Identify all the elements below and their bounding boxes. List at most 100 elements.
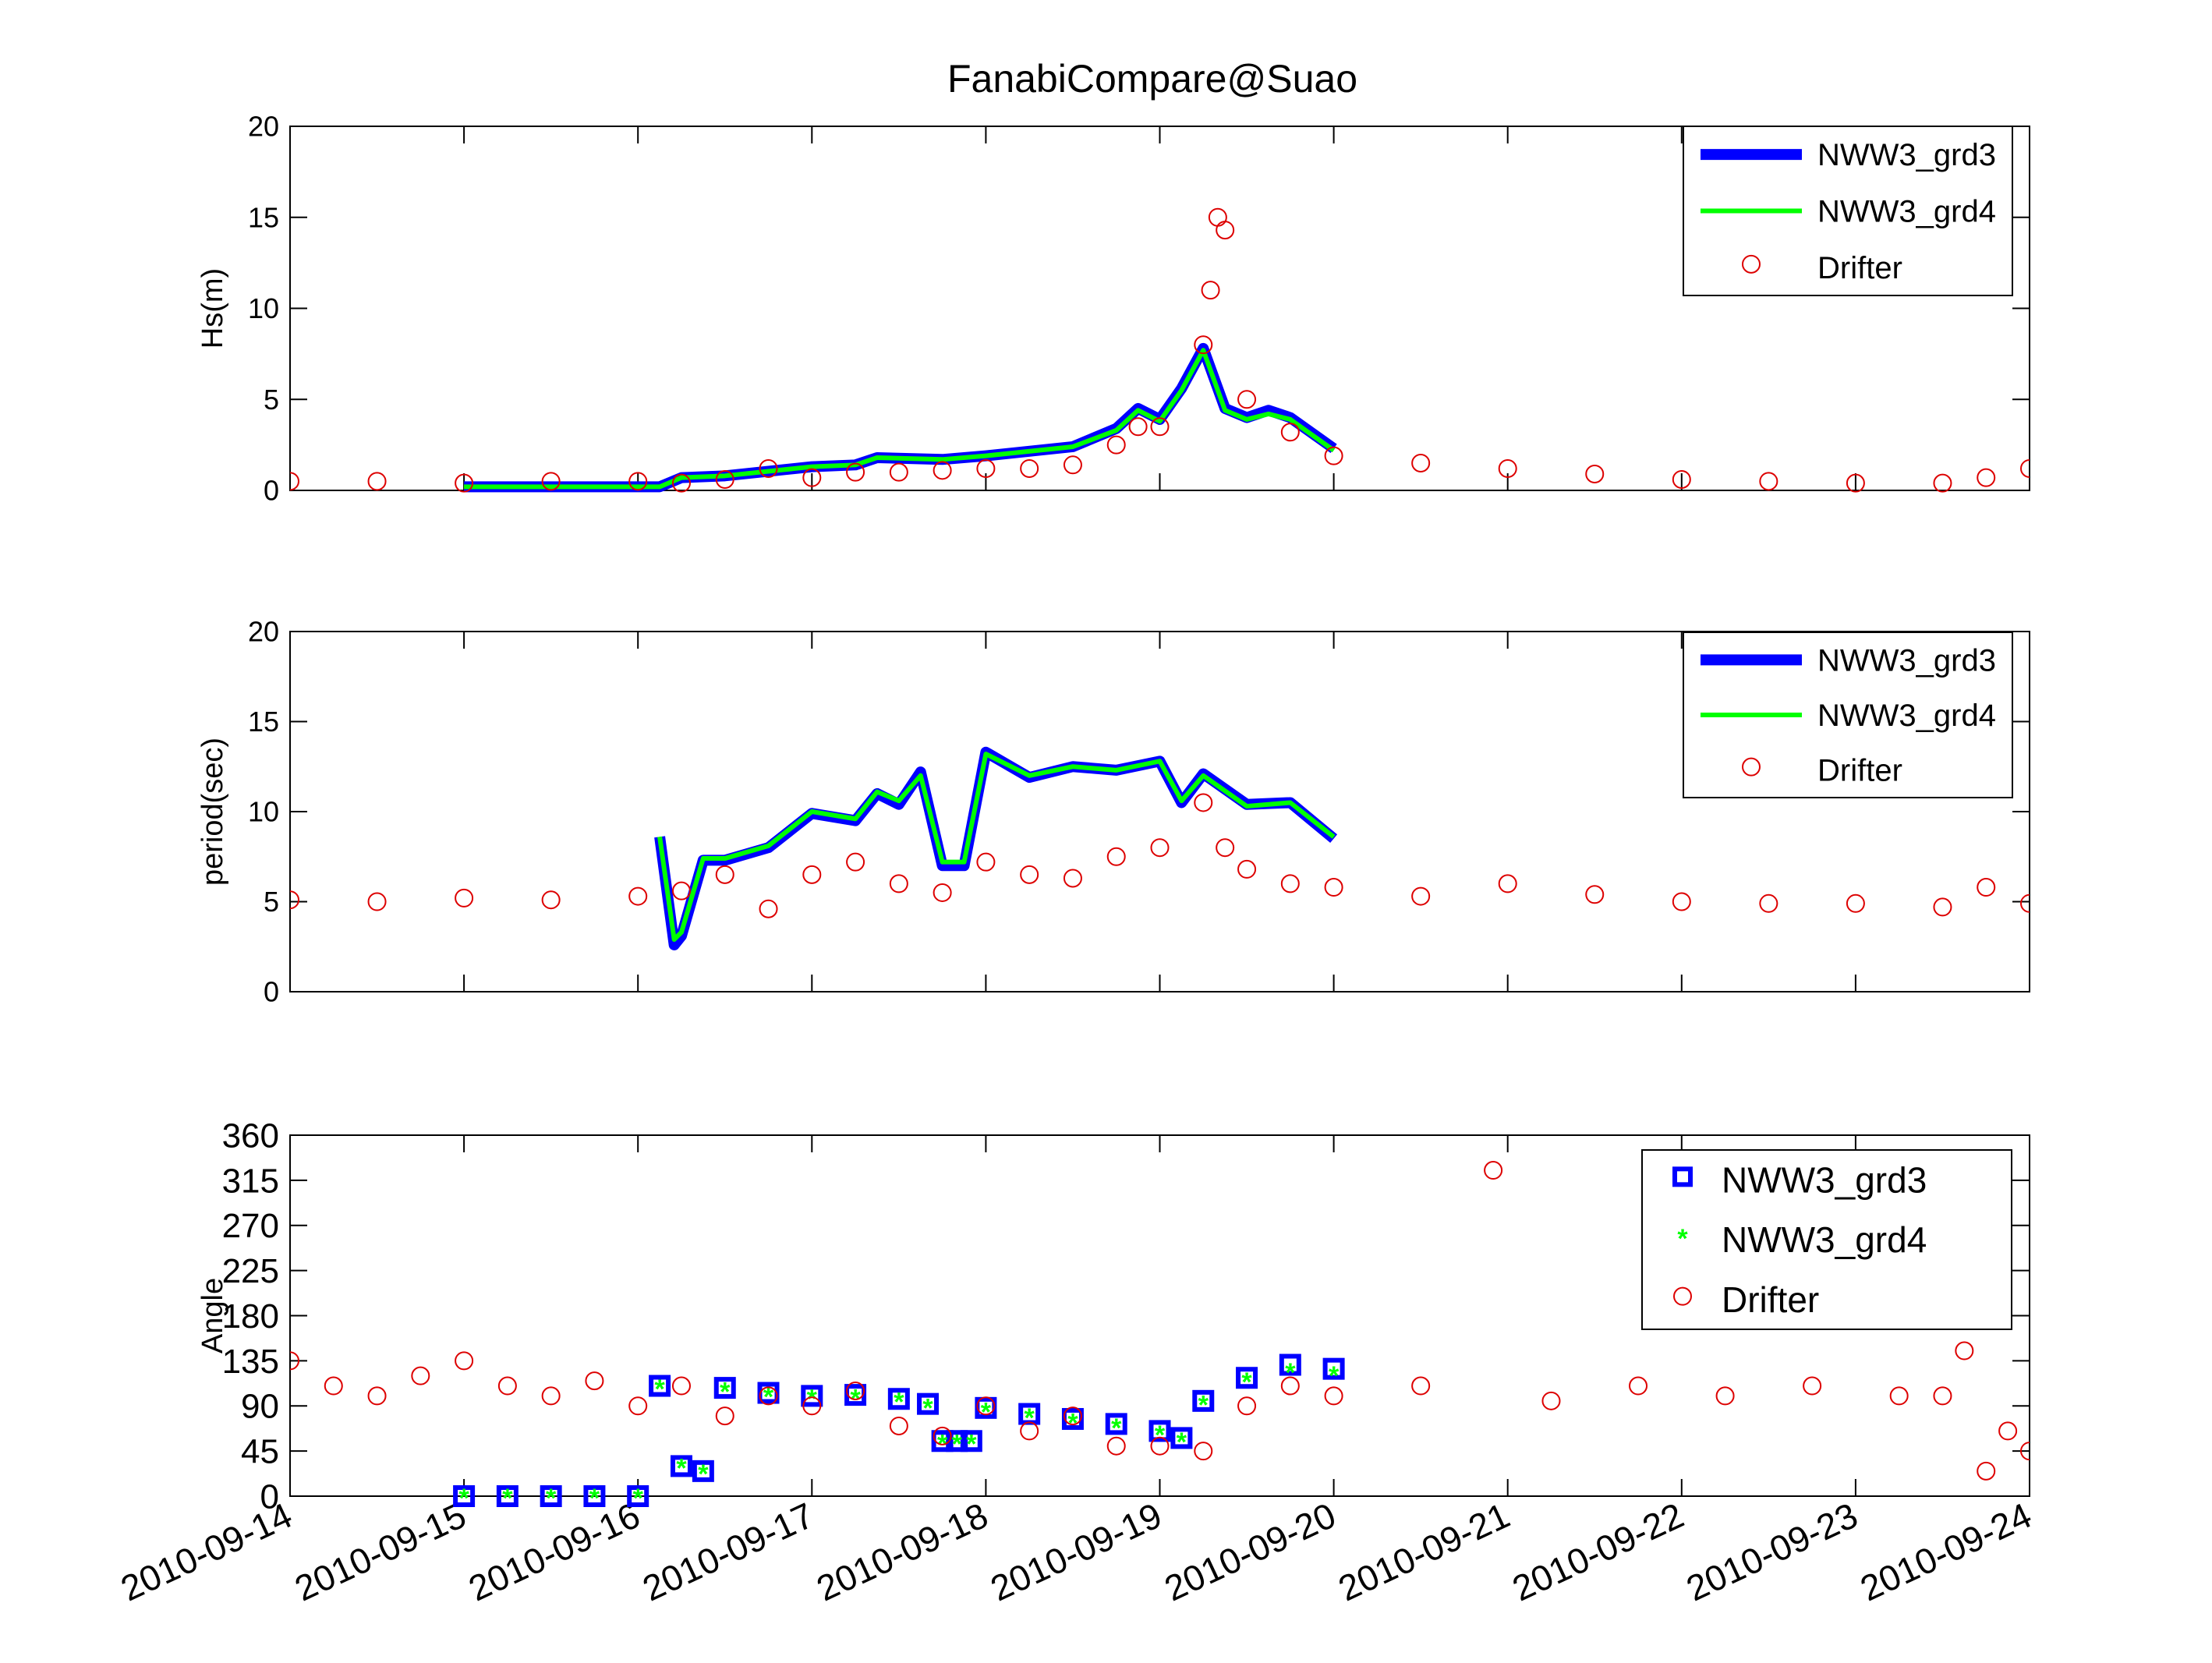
drifter-point	[1411, 453, 1431, 472]
drifter-point	[541, 1386, 561, 1406]
drifter-point	[1280, 874, 1300, 893]
drifter-point	[411, 1366, 430, 1385]
y-tick-label: 360	[222, 1116, 279, 1155]
legend-label: NWW3_grd4	[1817, 699, 1996, 733]
y-axis-label: Angle	[196, 1278, 229, 1353]
series-group	[290, 746, 2030, 950]
series-line-NWW3_grd4	[657, 752, 1336, 943]
drifter-point	[976, 852, 996, 872]
panel-1: 0 5 10 15 20 Hs(m) NWW3_grd3 NWW3_grd4 Drifter	[196, 111, 2030, 507]
drifter-point	[1484, 1161, 1503, 1180]
drifter-point	[1216, 838, 1235, 858]
drifter-point	[2020, 893, 2030, 913]
drifter-point	[1933, 473, 1952, 493]
grd4-point: *	[966, 1430, 977, 1460]
y-tick-label: 0	[260, 1477, 279, 1516]
drifter-point	[802, 1396, 822, 1416]
drifter-point	[1201, 281, 1220, 300]
drifter-point	[324, 1376, 343, 1396]
grd3-point	[887, 1388, 910, 1410]
drifter-point	[1128, 417, 1148, 437]
drifter-point	[2020, 458, 2030, 478]
legend-label: NWW3_grd4	[1722, 1219, 1927, 1260]
drifter-point	[1846, 893, 1865, 913]
y-tick-label: 5	[264, 384, 279, 416]
drifter-point	[889, 462, 908, 482]
figure-title: FanabiCompare@Suao	[947, 57, 1357, 101]
grd4-point: *	[922, 1393, 933, 1423]
drifter-point	[1585, 464, 1605, 483]
drifter-point	[1194, 1442, 1213, 1461]
drifter-point	[715, 865, 734, 884]
grd3-point	[1236, 1367, 1258, 1389]
grd3-point	[1148, 1420, 1171, 1442]
drifter-point	[1846, 473, 1865, 493]
drifter-point	[585, 1371, 604, 1391]
grd4-point: *	[1025, 1403, 1035, 1433]
drifter-point	[455, 473, 474, 493]
y-tick-label: 10	[248, 292, 279, 324]
grd3-point	[1170, 1427, 1193, 1449]
grd4-point: *	[1241, 1368, 1252, 1397]
x-tick-label: 2010-09-17	[636, 1495, 819, 1609]
drifter-point	[846, 852, 865, 872]
grd3-point	[453, 1485, 476, 1507]
grd3-point	[713, 1377, 736, 1399]
grd4-point: *	[1285, 1358, 1296, 1388]
drifter-point	[1237, 390, 1257, 409]
legend-circle	[1742, 254, 1761, 274]
y-tick-label: 315	[222, 1162, 279, 1200]
x-tick-label: 2010-09-23	[1680, 1495, 1863, 1609]
drifter-point	[1150, 1436, 1170, 1456]
grd3-point	[946, 1430, 968, 1452]
legend-label: Drifter	[1817, 251, 1902, 285]
panel-3: 045901351802252703153602010-09-142010-09…	[115, 1116, 2037, 1609]
y-axis-label: Hs(m)	[196, 268, 229, 349]
drifter-point	[1324, 878, 1343, 897]
drifter-point	[759, 458, 778, 478]
legend-circle	[1673, 1286, 1692, 1306]
drifter-point	[671, 1376, 691, 1396]
drifter-point	[1629, 1376, 1648, 1396]
drifter-point	[1977, 1461, 1996, 1481]
drifter-point	[2020, 1442, 2030, 1461]
drifter-point	[846, 1381, 865, 1400]
legend: NWW3_grd3 NWW3_grd4 Drifter	[1683, 126, 2013, 296]
drifter-point	[759, 899, 778, 918]
grd3-point	[1322, 1357, 1345, 1380]
grd4-point: *	[633, 1484, 644, 1513]
drifter-point	[1020, 1421, 1039, 1441]
grd3-point	[692, 1460, 714, 1482]
legend-label: NWW3_grd3	[1817, 643, 1996, 678]
y-tick-label: 270	[222, 1207, 279, 1245]
grd4-point: *	[458, 1484, 469, 1513]
legend-circle	[1742, 757, 1761, 777]
grd3-point	[1279, 1353, 1301, 1376]
drifter-point	[1063, 1406, 1082, 1426]
grd4-point: *	[807, 1385, 818, 1414]
grd4-point: *	[720, 1378, 731, 1407]
x-tick-label: 2010-09-24	[1854, 1495, 2037, 1609]
drifter-point	[1020, 458, 1039, 478]
y-tick-label: 135	[222, 1343, 279, 1381]
legend-star: *	[1677, 1224, 1688, 1254]
grd3-point	[627, 1485, 649, 1507]
series-line-NWW3_grd4	[464, 348, 1336, 490]
drifter-point	[1541, 1391, 1561, 1410]
drifter-point	[290, 472, 299, 491]
drifter-point	[1324, 446, 1343, 465]
drifter-point	[541, 472, 561, 491]
legend-label: NWW3_grd4	[1817, 195, 1996, 229]
drifter-point	[1150, 417, 1170, 437]
x-tick-label: 2010-09-15	[288, 1495, 472, 1609]
y-tick-label: 225	[222, 1252, 279, 1290]
drifter-point	[802, 468, 822, 487]
grd3-point	[917, 1392, 940, 1415]
y-tick-label: 10	[248, 796, 279, 828]
x-tick-label: 2010-09-20	[1159, 1495, 1342, 1609]
grd3-point	[960, 1430, 982, 1452]
grd3-point	[931, 1430, 954, 1452]
drifter-point	[1063, 869, 1082, 888]
x-tick-label: 2010-09-22	[1506, 1495, 1690, 1609]
